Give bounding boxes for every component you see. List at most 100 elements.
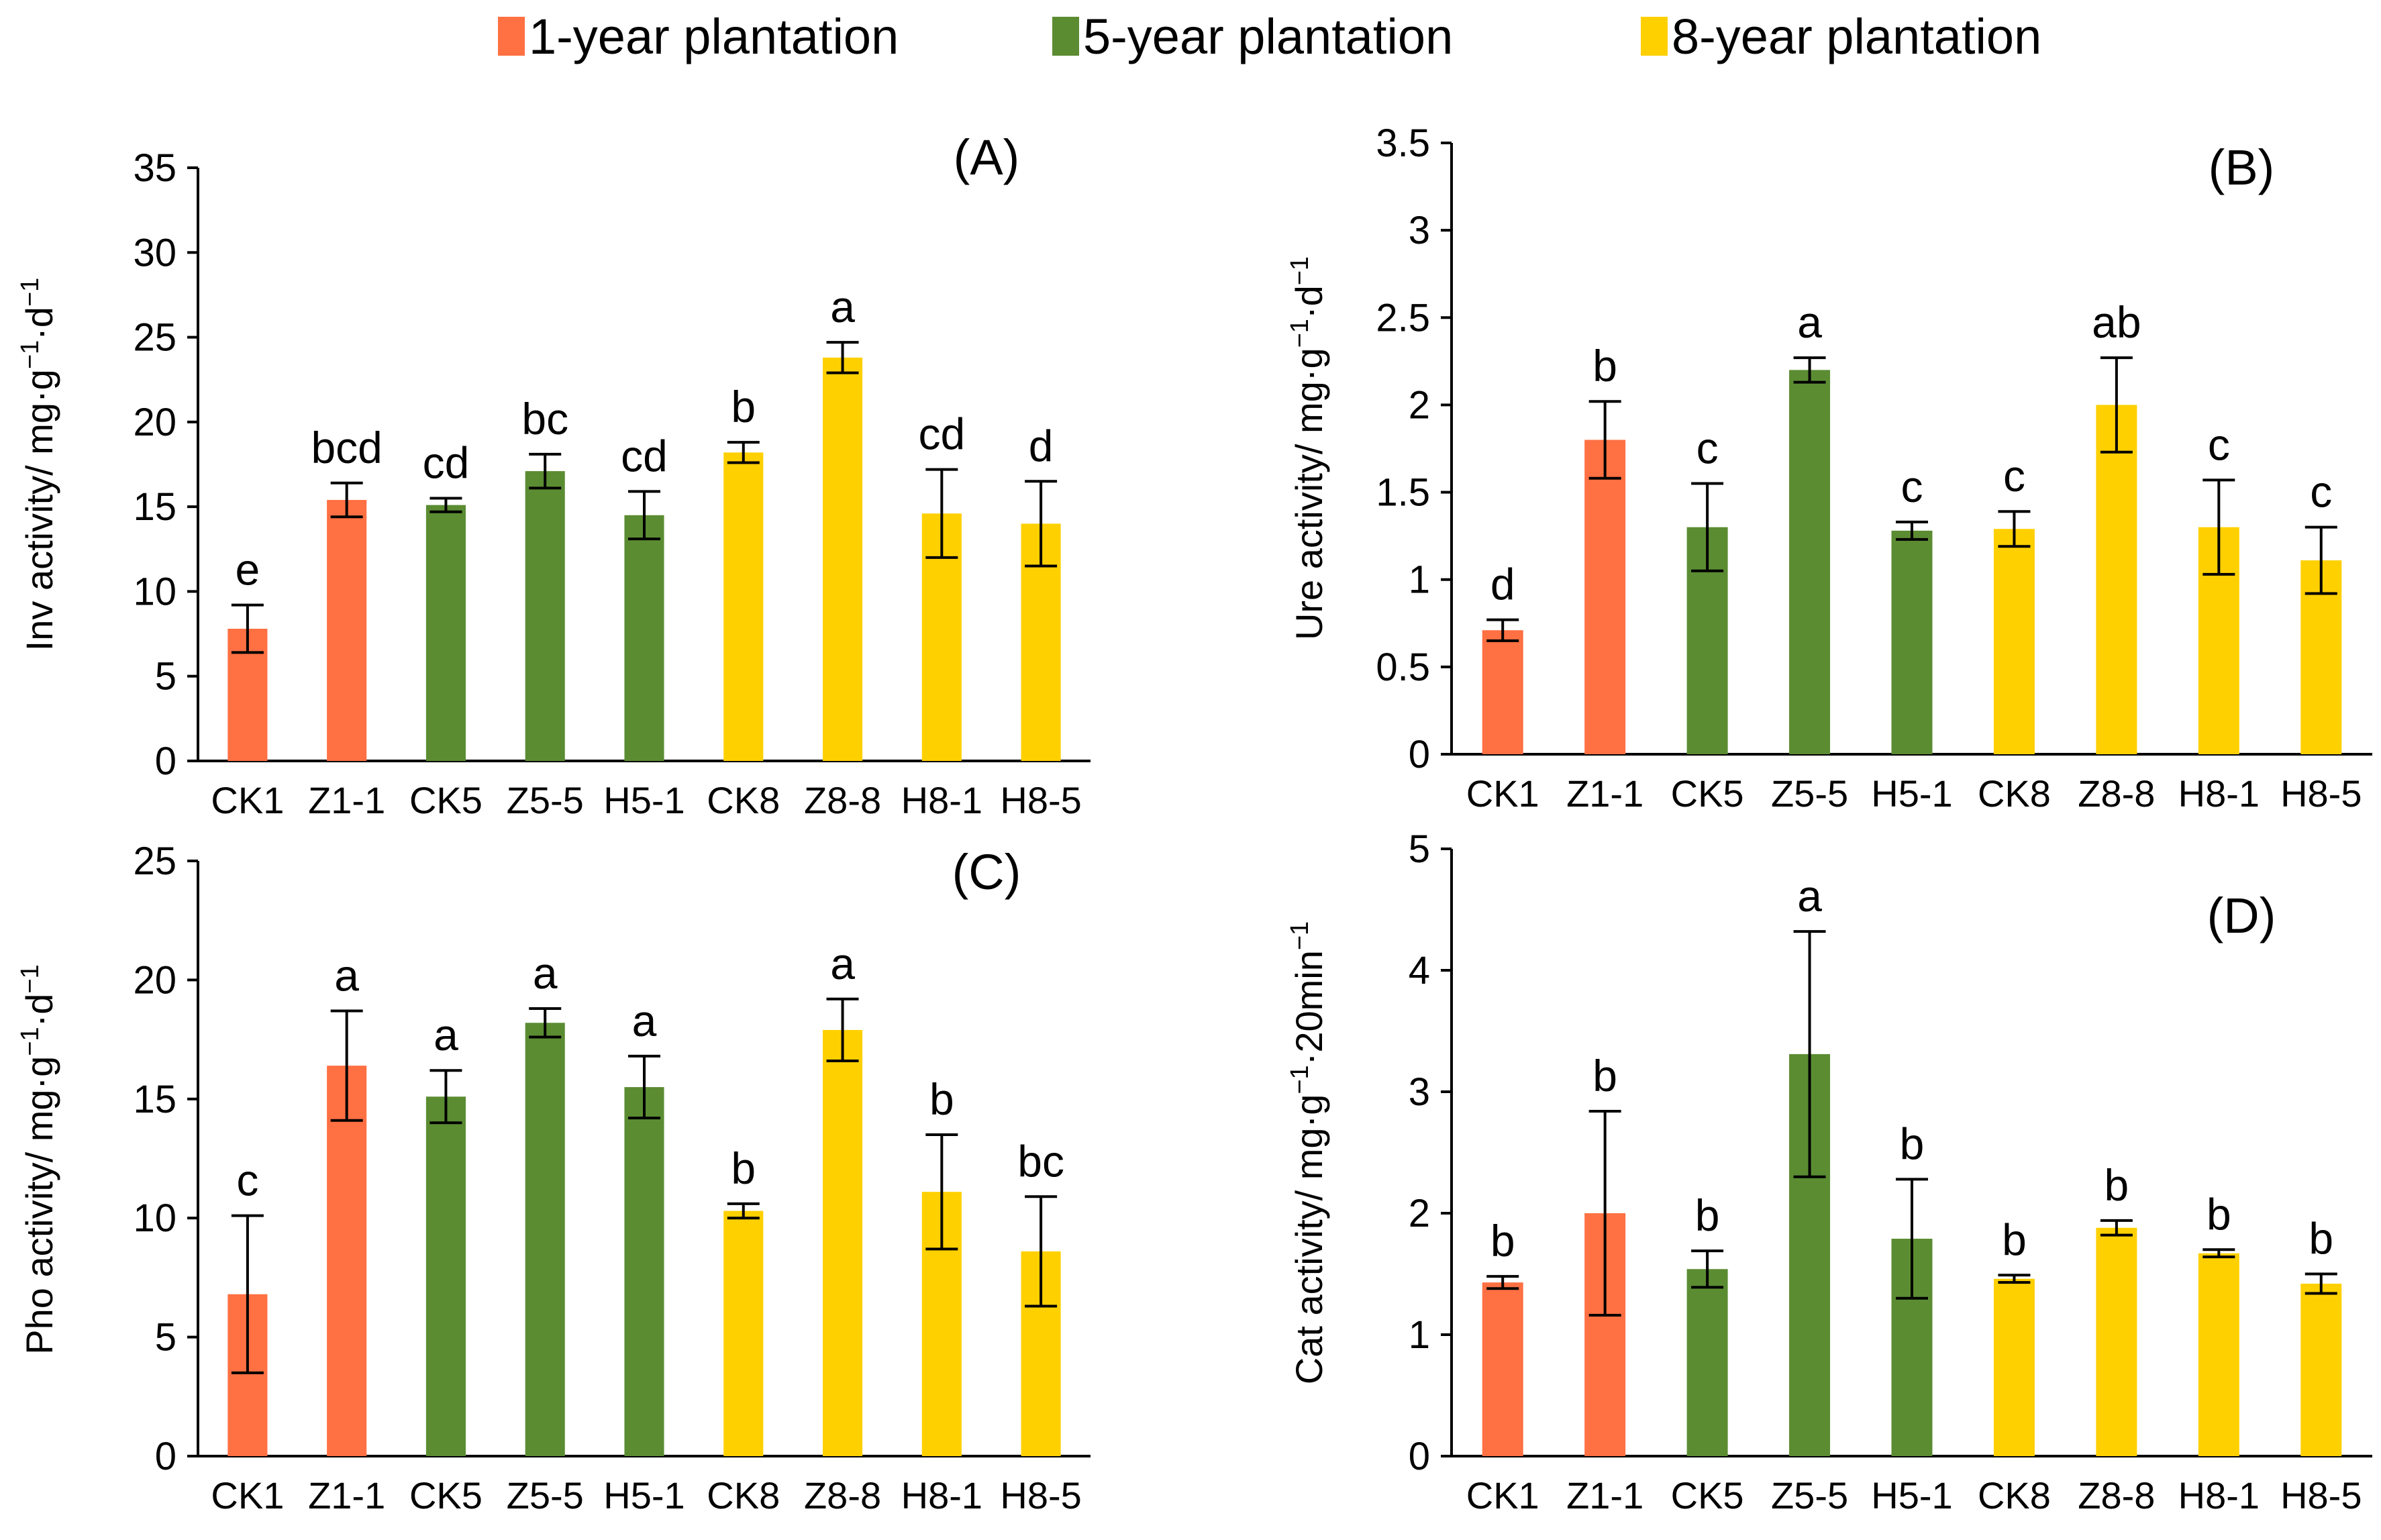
bar	[1482, 630, 1523, 754]
significance-letter: c	[2208, 419, 2230, 469]
x-tick-label: CK5	[409, 779, 483, 821]
significance-letter: b	[929, 1074, 954, 1124]
bar	[327, 1066, 367, 1456]
significance-letter: d	[1029, 421, 1054, 470]
y-tick-label: 25	[133, 839, 176, 883]
x-tick-label: H8-1	[901, 779, 982, 821]
significance-letter: a	[434, 1010, 458, 1060]
panel-label: (A)	[954, 130, 1020, 185]
legend-swatch-8-year	[1641, 17, 1668, 56]
legend: 1-year plantation 5-year plantation 8-ye…	[0, 0, 2381, 74]
x-tick-label: Z5-5	[507, 779, 584, 821]
bar	[624, 515, 664, 761]
significance-letter: b	[1695, 1190, 1720, 1240]
y-axis-label-part: ·d	[1288, 285, 1330, 319]
x-tick-label: Z1-1	[1566, 1474, 1643, 1517]
bar	[2300, 1283, 2342, 1456]
y-tick-label: 10	[133, 1196, 176, 1240]
significance-letter: bc	[521, 394, 568, 444]
x-tick-label: CK8	[707, 1474, 780, 1517]
y-axis-label-part: Cat activity/ mg·g	[1288, 1094, 1330, 1385]
x-tick-label: H5-1	[603, 779, 685, 821]
x-tick-label: CK1	[1466, 772, 1539, 815]
significance-letter: a	[1797, 297, 1822, 347]
y-tick-label: 25	[133, 316, 176, 360]
panel-label: (B)	[2209, 140, 2275, 195]
y-tick-label: 20	[133, 401, 176, 444]
x-tick-label: H8-1	[2178, 1474, 2260, 1517]
legend-label-8-year: 8-year plantation	[1672, 8, 2042, 64]
x-tick-label: H8-5	[2280, 772, 2362, 815]
bar	[2198, 1253, 2239, 1456]
bar	[525, 1023, 565, 1456]
bar	[723, 452, 764, 761]
y-axis-label-superscript: −1	[1286, 1065, 1314, 1094]
legend-item-5-year: 5-year plantation	[1052, 8, 1454, 64]
bar	[425, 1096, 466, 1456]
significance-letter: a	[632, 996, 657, 1045]
legend-swatch-1-year	[498, 17, 525, 56]
y-axis-label-part: ·20min	[1288, 950, 1330, 1065]
y-axis-label: Cat activity/ mg·g−1·20min−1	[1286, 921, 1330, 1384]
y-tick-label: 1	[1409, 1313, 1430, 1357]
significance-letter: a	[1797, 871, 1822, 921]
significance-letter: bc	[1017, 1136, 1064, 1186]
x-tick-label: H5-1	[603, 1474, 685, 1517]
y-tick-label: 1.5	[1376, 471, 1430, 515]
y-tick-label: 2	[1409, 383, 1430, 427]
significance-letter: cd	[621, 431, 668, 480]
y-tick-label: 0	[1409, 733, 1430, 776]
y-tick-label: 2	[1409, 1192, 1430, 1235]
y-tick-label: 10	[133, 570, 176, 613]
y-axis-label-part: ·d	[18, 307, 60, 340]
significance-letter: a	[533, 948, 558, 998]
bar	[823, 1029, 863, 1456]
bar	[624, 1087, 664, 1456]
y-tick-label: 20	[133, 958, 176, 1002]
significance-letter: bcd	[311, 423, 382, 472]
y-axis-label-superscript: −1	[16, 340, 44, 369]
significance-letter: c	[2003, 451, 2025, 501]
y-tick-label: 35	[133, 146, 176, 190]
x-tick-label: Z5-5	[507, 1474, 584, 1517]
chart-panel-1: 05101520253035eCK1bcdZ1-1cdCK5bcZ5-5cdH5…	[16, 130, 1091, 821]
legend-label-5-year: 5-year plantation	[1083, 8, 1454, 64]
y-tick-label: 5	[155, 1316, 176, 1359]
significance-letter: b	[2105, 1160, 2129, 1210]
legend-item-1-year: 1-year plantation	[498, 9, 899, 64]
bar	[425, 505, 466, 761]
significance-letter: c	[1901, 462, 1923, 511]
x-tick-label: Z5-5	[1771, 1474, 1848, 1517]
y-axis-label: Pho activity/ mg·g−1·d−1	[16, 964, 60, 1355]
y-tick-label: 0	[1409, 1435, 1430, 1478]
y-axis-label-superscript: −1	[1286, 256, 1314, 285]
significance-letter: d	[1490, 560, 1515, 609]
x-tick-label: CK1	[1466, 1474, 1539, 1517]
panel-label: (C)	[952, 844, 1021, 900]
y-axis-label-part: Pho activity/ mg·g	[18, 1056, 60, 1355]
y-tick-label: 3.5	[1376, 121, 1430, 165]
y-axis-label: Ure activity/ mg·g−1·d−1	[1286, 256, 1330, 640]
x-tick-label: Z8-8	[804, 1474, 881, 1517]
chart-panel-4: 0 1 2 3 4 5 b CK1 b Z1-1 b CK5 a Z5-5 b H5-1 b CK8 b Z8-8 b H…	[1286, 827, 2372, 1517]
x-tick-label: Z1-1	[308, 1474, 385, 1517]
x-tick-label: H8-5	[1000, 1474, 1081, 1517]
y-axis-label-superscript: −1	[16, 1027, 44, 1056]
x-tick-label: CK5	[1671, 1474, 1744, 1517]
y-tick-label: 3	[1409, 209, 1430, 252]
y-axis-label-part: Inv activity/ mg·g	[18, 369, 60, 651]
y-axis-label-part: ·d	[18, 994, 60, 1027]
y-tick-label: 1	[1409, 558, 1430, 602]
y-tick-label: 0	[155, 1435, 176, 1478]
significance-letter: b	[731, 1143, 756, 1193]
significance-letter: a	[830, 282, 855, 331]
y-tick-label: 15	[133, 1078, 176, 1121]
bar	[1891, 530, 1933, 754]
y-axis-label-superscript: −1	[16, 964, 44, 993]
y-tick-label: 0.5	[1376, 646, 1430, 689]
x-tick-label: CK8	[1978, 1474, 2051, 1517]
significance-letter: b	[731, 382, 756, 431]
y-tick-label: 0	[155, 739, 176, 783]
chart-panel-3: 0 5 10 15 20 25 c CK1 a Z1-1 a CK5 a Z5-5 a H5-1 b CK8 a Z8…	[16, 839, 1091, 1517]
significance-letter: b	[1592, 341, 1617, 391]
